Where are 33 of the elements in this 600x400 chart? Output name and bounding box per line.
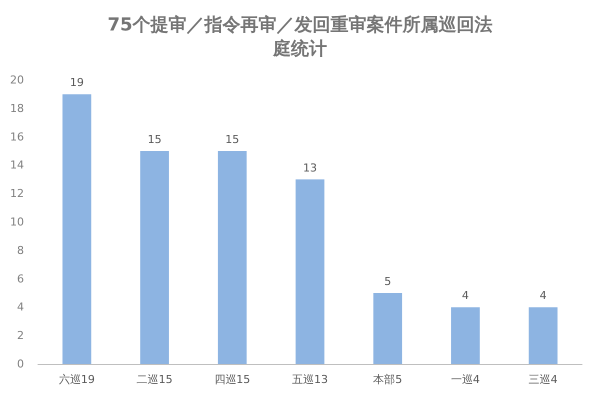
data-label: 4: [540, 289, 547, 302]
y-tick-label: 6: [17, 272, 24, 286]
bar: [528, 307, 558, 364]
data-label: 15: [225, 133, 240, 146]
bar: [140, 151, 169, 364]
x-tick-label: 二巡15: [136, 373, 173, 386]
chart-title: 75个提审／指令再审／发回重审案件所属巡回法庭统计: [107, 14, 493, 60]
x-tick-label: 本部5: [373, 373, 402, 386]
x-tick-label: 一巡4: [450, 373, 480, 386]
bar: [218, 151, 247, 364]
bar: [62, 94, 92, 364]
data-label: 4: [462, 289, 469, 302]
y-tick-label: 10: [10, 216, 24, 228]
bar: [451, 307, 480, 364]
y-tick-label: 20: [10, 74, 24, 86]
x-tick-label: 四巡15: [214, 373, 250, 386]
data-label: 13: [303, 161, 317, 174]
y-tick-label: 12: [10, 187, 24, 200]
data-label: 15: [148, 133, 162, 146]
y-tick-label: 18: [10, 102, 24, 115]
y-tick-label: 16: [10, 130, 24, 144]
x-tick-label: 六巡19: [58, 373, 95, 386]
data-label: 5: [384, 275, 392, 288]
bar: [373, 293, 402, 364]
y-tick-label: 0: [17, 358, 24, 370]
y-tick-label: 2: [17, 329, 24, 342]
bar: [296, 179, 324, 364]
y-tick-label: 14: [10, 158, 24, 172]
data-label: 19: [70, 76, 84, 90]
x-tick-label: 三巡4: [528, 373, 558, 386]
y-tick-label: 8: [17, 244, 24, 257]
x-tick-label: 五巡13: [292, 373, 328, 386]
y-tick-label: 4: [17, 300, 24, 314]
